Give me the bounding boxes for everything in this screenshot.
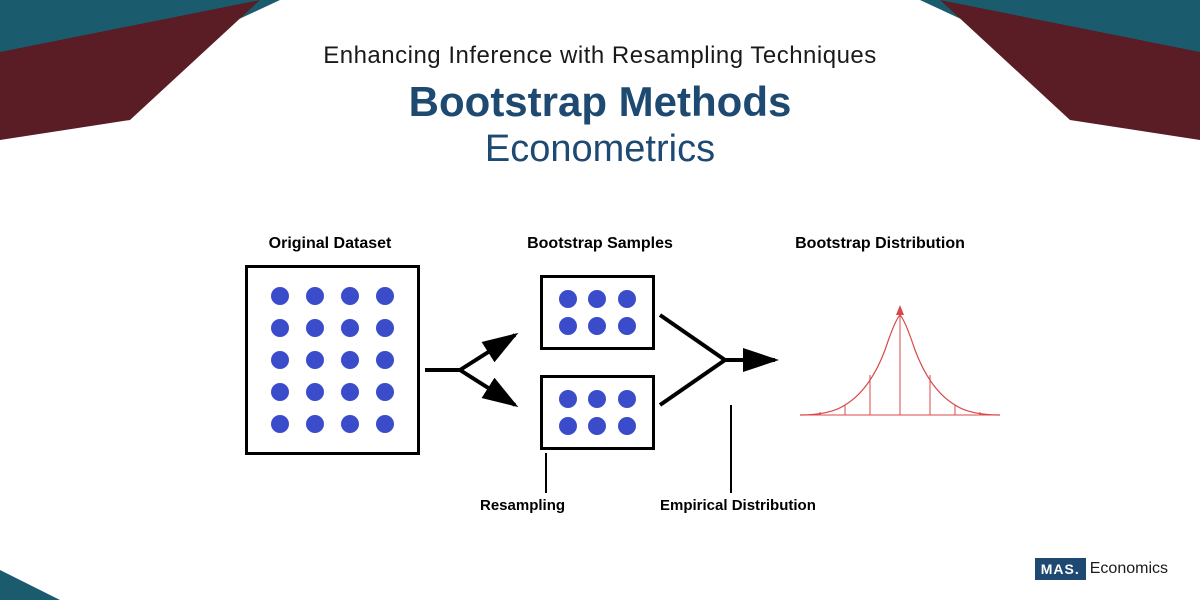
data-dot xyxy=(588,417,606,435)
data-dot xyxy=(376,383,394,401)
headings: Enhancing Inference with Resampling Tech… xyxy=(0,42,1200,171)
distribution-curve xyxy=(790,295,1010,435)
data-dot xyxy=(588,390,606,408)
leader-resampling xyxy=(545,453,547,493)
data-dot xyxy=(271,383,289,401)
data-dot xyxy=(559,317,577,335)
data-dot xyxy=(618,290,636,308)
arrow-split xyxy=(420,315,530,425)
logo-box: MAS. xyxy=(1035,558,1086,580)
sample-box-1 xyxy=(540,275,655,350)
title: Bootstrap Methods xyxy=(0,78,1200,126)
arrow-merge xyxy=(655,295,785,425)
data-dot xyxy=(376,319,394,337)
data-dot xyxy=(588,290,606,308)
data-dot xyxy=(306,319,324,337)
leader-empirical xyxy=(730,405,732,493)
data-dot xyxy=(588,317,606,335)
data-dot xyxy=(341,415,359,433)
data-dot xyxy=(271,415,289,433)
data-dot xyxy=(376,351,394,369)
data-dot xyxy=(341,351,359,369)
data-dot xyxy=(376,415,394,433)
logo-text: Economics xyxy=(1090,560,1168,578)
data-dot xyxy=(306,415,324,433)
data-dot xyxy=(618,317,636,335)
label-original: Original Dataset xyxy=(240,235,420,253)
data-dot xyxy=(306,383,324,401)
data-dot xyxy=(341,287,359,305)
original-dataset-box xyxy=(245,265,420,455)
data-dot xyxy=(559,290,577,308)
sample-box-2 xyxy=(540,375,655,450)
data-dot xyxy=(306,287,324,305)
data-dot xyxy=(306,351,324,369)
data-dot xyxy=(618,390,636,408)
data-dot xyxy=(559,417,577,435)
data-dot xyxy=(618,417,636,435)
data-dot xyxy=(559,390,577,408)
sub-label-resampling: Resampling xyxy=(480,497,565,514)
data-dot xyxy=(271,319,289,337)
sub-label-empirical: Empirical Distribution xyxy=(660,497,816,514)
data-dot xyxy=(271,351,289,369)
label-samples: Bootstrap Samples xyxy=(510,235,690,253)
subtitle: Enhancing Inference with Resampling Tech… xyxy=(0,42,1200,70)
data-dot xyxy=(271,287,289,305)
data-dot xyxy=(341,319,359,337)
category: Econometrics xyxy=(0,128,1200,171)
data-dot xyxy=(341,383,359,401)
corner-bottom-left xyxy=(0,570,60,600)
logo: MAS. Economics xyxy=(1035,558,1168,580)
label-distribution: Bootstrap Distribution xyxy=(770,235,990,253)
data-dot xyxy=(376,287,394,305)
